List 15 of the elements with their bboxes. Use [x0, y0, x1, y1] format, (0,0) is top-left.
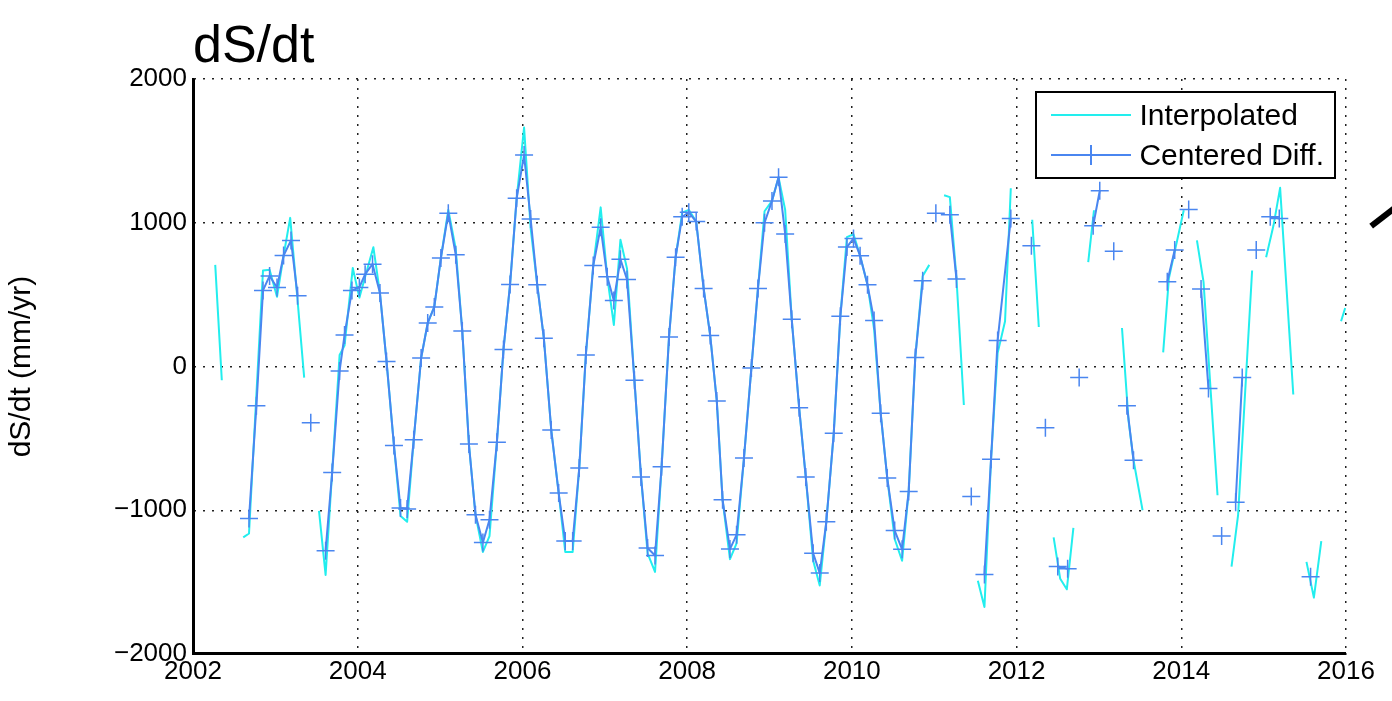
- chart-title: dS/dt: [193, 15, 315, 73]
- x-tick-label: 2012: [987, 654, 1046, 685]
- x-tick-label: 2006: [493, 654, 552, 685]
- y-tick-label: 1000: [129, 205, 187, 236]
- x-tick-label: 2016: [1317, 654, 1375, 685]
- y-axis-title: dS/dt (mm/yr): [3, 275, 37, 458]
- y-tick-label: 0: [172, 349, 187, 380]
- y-tick-label: −1000: [113, 493, 187, 524]
- x-tick-label: 2014: [1152, 654, 1211, 685]
- x-tick-label: 2010: [822, 654, 881, 685]
- legend-label: Centered Diff.: [1139, 138, 1324, 172]
- y-tick-label: 2000: [129, 62, 187, 93]
- legend-label: Interpolated: [1139, 98, 1298, 132]
- x-tick-label: 2004: [328, 654, 387, 685]
- x-tick-label: 2008: [658, 654, 717, 685]
